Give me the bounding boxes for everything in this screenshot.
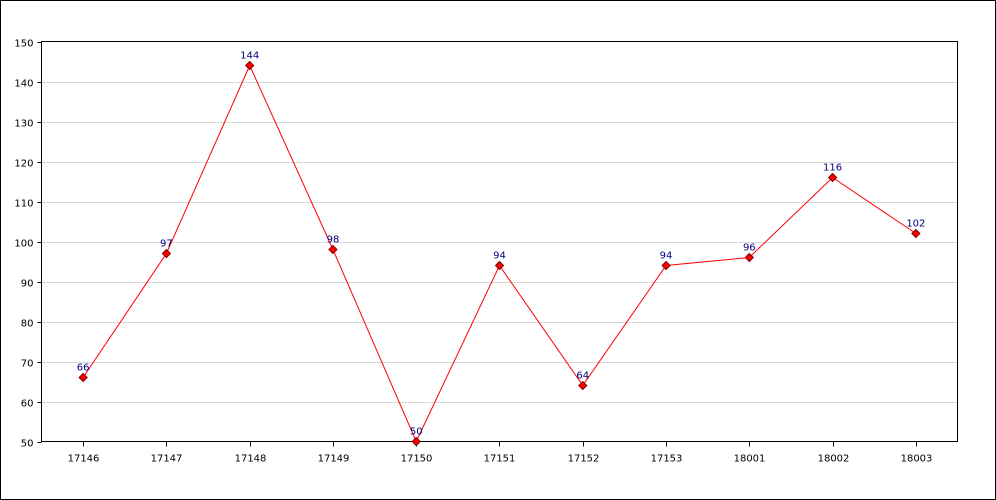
data-point <box>661 260 671 271</box>
x-axis: 17146 17147 17148 17149 17150 17151 17152 17153… <box>68 441 933 465</box>
y-tick-label: 130 <box>14 119 33 130</box>
grid-lines <box>41 82 958 403</box>
y-tick-label: 90 <box>21 279 34 290</box>
x-tick-label: 17152 <box>568 454 600 465</box>
y-tick-label: 110 <box>14 199 33 210</box>
data-point <box>244 60 255 71</box>
data-point <box>411 436 421 447</box>
data-label: 102 <box>906 219 925 230</box>
series: 66 97 144 98 50 94 64 94 96 116 102 <box>77 51 925 447</box>
y-tick-label: 70 <box>21 359 34 370</box>
y-tick-label: 150 <box>14 39 33 50</box>
data-point <box>78 372 88 383</box>
y-tick-label: 100 <box>14 239 33 250</box>
y-tick-label: 140 <box>14 79 33 90</box>
y-tick-label: 60 <box>21 399 34 410</box>
x-tick-label: 18002 <box>818 454 850 465</box>
y-tick-label: 80 <box>21 319 34 330</box>
y-tick-label: 50 <box>21 439 34 450</box>
x-tick-label: 17146 <box>68 454 100 465</box>
plot-area <box>41 41 958 442</box>
data-point <box>161 248 172 259</box>
x-tick-label: 17153 <box>651 454 683 465</box>
data-label: 97 <box>160 239 173 250</box>
data-label: 94 <box>493 251 506 262</box>
y-tick-label: 120 <box>14 159 33 170</box>
x-tick-label: 17148 <box>235 454 267 465</box>
data-point <box>328 244 338 255</box>
data-point <box>578 380 588 391</box>
data-point <box>494 260 505 271</box>
x-tick-label: 18001 <box>734 454 766 465</box>
data-label: 66 <box>77 363 90 374</box>
data-label: 94 <box>660 251 673 262</box>
data-label: 64 <box>576 371 589 382</box>
y-axis: 50 60 70 80 90 100 110 120 130 140 150 <box>14 39 42 450</box>
x-tick-label: 18003 <box>901 454 933 465</box>
x-tick-label: 17149 <box>318 454 350 465</box>
data-point <box>744 252 755 263</box>
x-tick-label: 17151 <box>484 454 516 465</box>
data-label: 96 <box>743 243 756 254</box>
x-tick-label: 17147 <box>151 454 183 465</box>
data-label: 50 <box>410 427 423 438</box>
x-tick-label: 17150 <box>401 454 433 465</box>
data-point <box>911 228 921 239</box>
data-point <box>827 172 838 183</box>
data-label: 98 <box>327 235 340 246</box>
data-label: 144 <box>240 51 259 62</box>
data-label: 116 <box>823 163 842 174</box>
